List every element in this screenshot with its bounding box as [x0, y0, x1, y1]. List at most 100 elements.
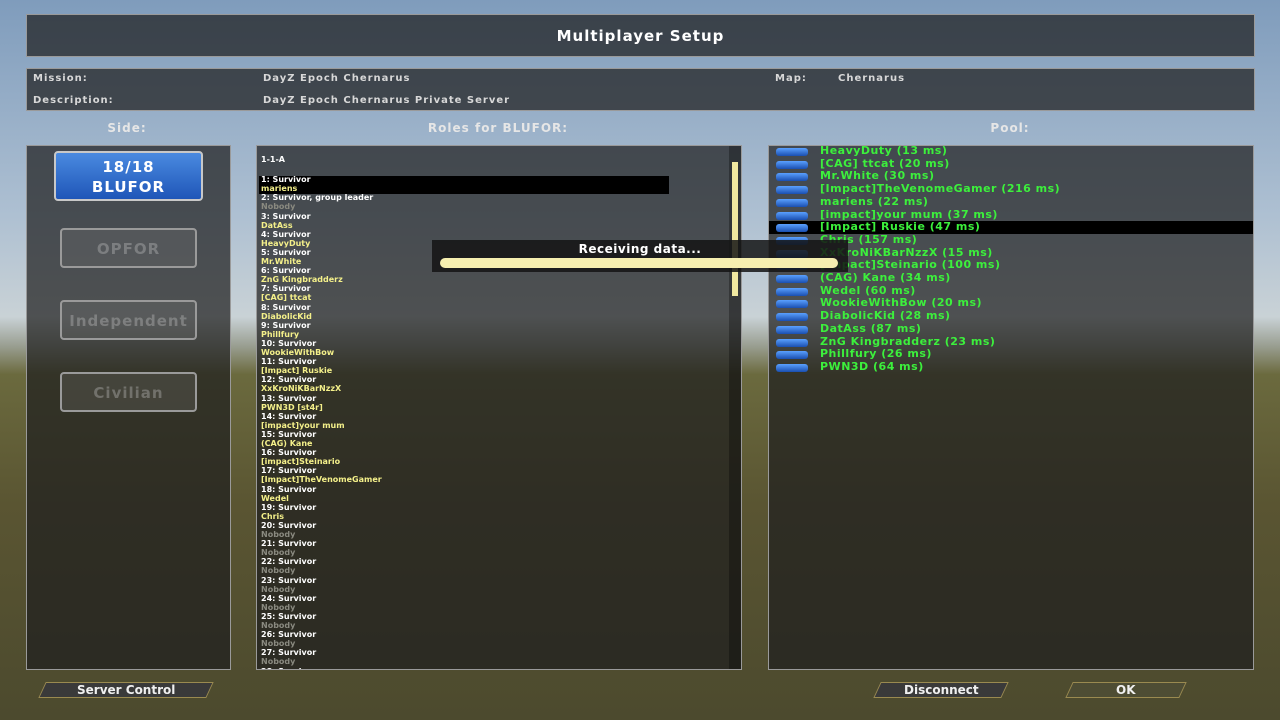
side-header: Side: [107, 121, 147, 135]
pool-player[interactable]: [Impact] Ruskie (47 ms) [820, 220, 981, 234]
side-button[interactable]: OPFOR [60, 228, 197, 268]
role-slot: 3: Survivor [261, 211, 311, 221]
player-icon [776, 300, 808, 309]
pool-player[interactable]: Mr.White (30 ms) [820, 169, 935, 183]
side-panel: 18/18 BLUFOR OPFOR Independent Civilian [26, 145, 231, 670]
pool-player[interactable]: (CAG) Kane (34 ms) [820, 271, 951, 284]
role-slot: 7: Survivor [261, 284, 311, 294]
role-player: [CAG] ttcat [261, 293, 312, 303]
roles-panel: 1-1-A 1: Survivor mariens 2: Survivor, grou… [256, 145, 742, 670]
pool-player[interactable]: [impact]Steinario (100 ms) [820, 258, 1001, 272]
role-slot: 22: Survivor [261, 557, 317, 567]
row-highlight [769, 221, 1253, 235]
roles-header: Roles for BLUFOR: [427, 121, 569, 135]
role-slot: 10: Survivor [261, 338, 317, 348]
role-slot: 15: Survivor [261, 429, 317, 439]
role-player: Nobody [261, 202, 296, 212]
player-icon [776, 148, 808, 156]
player-icon [776, 338, 808, 347]
role-slot: 14: Survivor [261, 411, 317, 421]
player-icon [776, 211, 808, 220]
role-player: (CAG) Kane [261, 439, 313, 448]
scroll-thumb[interactable] [732, 162, 738, 296]
button-label: OK [1116, 683, 1136, 697]
role-player: Nobody [261, 639, 296, 649]
role-player: XxKroNiKBarNzzX [261, 384, 342, 394]
pool-player[interactable]: HeavyDuty (13 ms) [820, 145, 948, 157]
role-slot: 13: Survivor [261, 393, 317, 403]
player-icon [776, 224, 808, 233]
button-label: Disconnect [903, 683, 979, 697]
role-player: mariens [261, 184, 298, 194]
side-count: 18/18 [102, 158, 155, 176]
role-slot: 16: Survivor [261, 448, 317, 458]
role-slot: 21: Survivor [261, 539, 317, 549]
description: DayZ Epoch Chernarus Private Server [263, 95, 511, 106]
side-button-selected[interactable]: 18/18 BLUFOR [54, 151, 203, 201]
role-slot: 23: Survivor [261, 575, 317, 585]
role-player: Nobody [261, 657, 296, 667]
scrollbar[interactable] [729, 146, 741, 669]
map: Chernarus [838, 73, 906, 84]
side-button[interactable]: Independent [60, 300, 197, 340]
role-slot: 9: Survivor [261, 320, 311, 330]
pool-player[interactable]: mariens (22 ms) [820, 194, 929, 208]
pool-player[interactable]: [impact]your mum (37 ms) [820, 207, 998, 221]
pool-player[interactable]: [Impact]TheVenomeGamer (216 ms) [820, 182, 1061, 196]
pool-player[interactable]: DiabolicKid (28 ms) [820, 309, 951, 323]
role-slot: 19: Survivor [261, 502, 317, 512]
player-icon [776, 351, 808, 360]
player-icon [776, 325, 808, 334]
role-player: Chris [261, 511, 285, 521]
role-player: Nobody [261, 602, 296, 612]
pool-player[interactable]: XxKroNiKBarNzzX (15 ms) [820, 245, 993, 259]
role-player: Mr.White [261, 257, 302, 266]
pool-player[interactable]: DatAss (87 ms) [820, 321, 922, 335]
row-highlight [259, 176, 669, 195]
role-player: DatAss [261, 220, 293, 230]
pool-header: Pool: [990, 121, 1030, 135]
role-slot: 17: Survivor [261, 466, 317, 476]
side-button[interactable]: Civilian [60, 372, 197, 412]
pool-player[interactable]: PWN3D (64 ms) [820, 359, 924, 373]
role-player: ZnG Kingbradderz [261, 275, 343, 285]
role-player: Nobody [261, 548, 296, 558]
role-slot: 1: Survivor [261, 175, 311, 185]
role-slot: 18: Survivor [261, 484, 317, 494]
player-icon [776, 363, 808, 372]
pool-panel: HeavyDuty (13 ms) [CAG] ttcat (20 ms) Mr.W… [768, 145, 1254, 670]
progress-bar [440, 258, 838, 268]
role-slot: 26: Survivor [261, 630, 317, 640]
pool-player[interactable]: Wedel (60 ms) [820, 283, 916, 297]
player-icon [776, 313, 808, 322]
role-player: Nobody [261, 621, 296, 630]
mission-label: Mission: [33, 73, 88, 84]
ok-button[interactable]: OK [1065, 682, 1187, 698]
role-player: HeavyDuty [261, 238, 311, 248]
server-control-button[interactable]: Server Control [38, 682, 214, 698]
role-player: Wedel [261, 493, 289, 503]
role-slot: 6: Survivor [261, 266, 311, 276]
role-player: [impact]Steinario [261, 457, 341, 467]
role-slot: 28: Survivor [261, 667, 316, 670]
player-icon [776, 275, 808, 283]
pool-player[interactable]: ZnG Kingbradderz (23 ms) [820, 334, 996, 348]
role-player: PWN3D [st4r] [261, 402, 323, 412]
role-slot: 24: Survivor [261, 593, 317, 603]
side-name: BLUFOR [91, 178, 166, 196]
dialog: Receiving data... [432, 240, 848, 272]
player-icon [776, 173, 808, 182]
pool-player[interactable]: [CAG] ttcat (20 ms) [820, 156, 950, 170]
pool-player[interactable]: Phillfury (26 ms) [820, 347, 932, 361]
pool-player[interactable]: WookieWithBow (20 ms) [820, 296, 983, 310]
disconnect-button[interactable]: Disconnect [873, 682, 1009, 698]
role-slot: 25: Survivor [261, 611, 317, 621]
title: Multiplayer Setup [556, 27, 725, 45]
role-player: WookieWithBow [261, 348, 335, 357]
dialog-message: Receiving data... [578, 242, 702, 256]
info-panel: Mission: DayZ Epoch Chernarus Map: Chern… [26, 68, 1255, 111]
player-icon [776, 186, 808, 195]
description-label: Description: [33, 95, 114, 106]
title-bar: Multiplayer Setup [26, 14, 1255, 57]
